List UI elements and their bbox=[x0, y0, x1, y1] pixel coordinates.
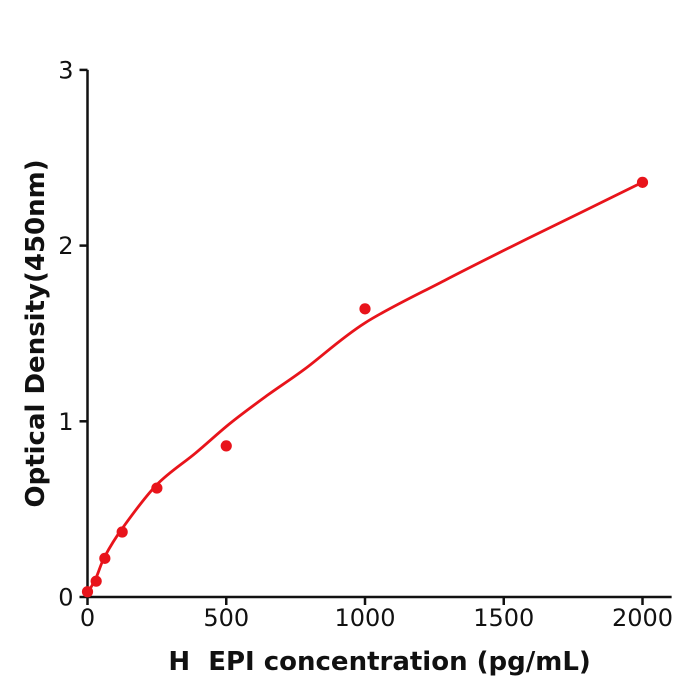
x-tick-label: 0 bbox=[80, 604, 95, 632]
x-tick-label: 2000 bbox=[612, 604, 673, 632]
x-axis-label: H EPI concentration (pg/mL) bbox=[168, 647, 590, 677]
x-tick-label: 500 bbox=[203, 604, 249, 632]
data-points bbox=[81, 176, 649, 598]
y-axis-label: Optical Density(450nm) bbox=[21, 159, 51, 507]
y-tick-label: 1 bbox=[58, 408, 73, 436]
axes bbox=[86, 69, 672, 599]
data-point bbox=[636, 176, 649, 188]
axis-ticks bbox=[79, 68, 644, 605]
data-point bbox=[99, 552, 111, 564]
data-point bbox=[220, 440, 232, 452]
fit-curve-line bbox=[86, 180, 644, 595]
data-point bbox=[90, 575, 102, 587]
y-tick-label: 3 bbox=[58, 56, 73, 84]
data-point bbox=[151, 482, 163, 494]
data-point bbox=[359, 303, 371, 315]
y-tick-label: 2 bbox=[58, 232, 73, 260]
axis-spines bbox=[86, 69, 672, 599]
axis-tick-labels: 0 500 1000 1500 2000 0 1 2 3 bbox=[58, 56, 673, 632]
data-point bbox=[81, 586, 94, 598]
data-point bbox=[116, 526, 128, 538]
x-tick-label: 1500 bbox=[473, 604, 534, 632]
y-tick-label: 0 bbox=[58, 584, 73, 612]
x-tick-label: 1000 bbox=[334, 604, 395, 632]
